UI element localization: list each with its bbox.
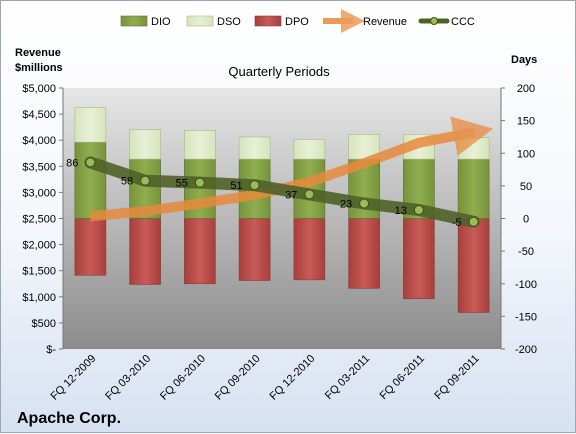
dso-bar — [457, 137, 490, 160]
ccc-point — [194, 177, 205, 188]
category-label: FQ 09-2010 — [213, 353, 263, 403]
dso-bar — [129, 129, 161, 160]
ccc-data-label: 86 — [66, 157, 78, 169]
left-tick-label: $1,500 — [22, 266, 56, 278]
category-label: FQ 09-2011 — [432, 353, 481, 402]
ccc-point — [304, 189, 315, 200]
dpo-bar — [184, 218, 216, 285]
right-tick-label: -50 — [518, 246, 534, 258]
left-axis-title-unit: $millions — [15, 62, 63, 74]
ccc-line — [84, 156, 480, 228]
ccc-data-label: 13 — [395, 205, 407, 217]
ccc-point — [359, 198, 370, 209]
dpo-bar — [403, 218, 435, 300]
right-tick-label: 100 — [517, 148, 535, 160]
left-tick-label: $4,500 — [22, 109, 56, 121]
legend-swatch-dpo — [254, 15, 282, 27]
legend-label-dio: DIO — [151, 16, 171, 28]
dpo-bar — [293, 218, 326, 281]
legend-swatch-ccc-dot — [430, 17, 438, 25]
ccc-data-label: 37 — [285, 189, 297, 201]
dio-bar — [457, 158, 490, 219]
left-tick-label: $2,000 — [22, 240, 56, 252]
company-name: Apache Corp. — [17, 410, 121, 427]
left-tick-label: $4,000 — [22, 135, 56, 147]
category-label: FQ 06-2011 — [378, 353, 427, 402]
dio-bar — [74, 141, 107, 219]
ccc-point — [140, 175, 151, 186]
chart-title: Quarterly Periods — [228, 64, 330, 79]
right-axis-title: Days — [511, 54, 537, 66]
legend-label-dpo: DPO — [285, 16, 309, 28]
category-label: FQ 03-2010 — [103, 353, 153, 403]
right-tick-label: -200 — [515, 344, 537, 356]
ccc-data-label: 51 — [230, 180, 242, 192]
dpo-bar — [348, 218, 380, 289]
left-tick-label: $2,500 — [22, 214, 56, 226]
dpo-bar — [457, 218, 490, 313]
ccc-point — [249, 180, 260, 191]
dpo-bar — [238, 218, 271, 281]
left-axis-title: Revenue — [15, 47, 61, 59]
right-tick-label: 50 — [520, 181, 532, 193]
legend-label-revenue: Revenue — [363, 16, 407, 28]
ccc-data-label: 58 — [121, 176, 133, 188]
right-tick-label: -100 — [515, 279, 537, 291]
category-label: FQ 03-2011 — [323, 353, 372, 402]
legend-label-dso: DSO — [217, 16, 241, 28]
left-tick-label: $5,000 — [22, 83, 56, 95]
category-label: FQ 12-2010 — [268, 353, 318, 403]
ccc-point — [413, 205, 424, 216]
dpo-bar — [74, 218, 107, 276]
dpo-bar — [129, 218, 161, 285]
legend-swatch-dso — [186, 15, 214, 27]
legend-label-ccc: CCC — [451, 16, 475, 28]
left-tick-label: $3,000 — [22, 187, 56, 199]
left-tick-label: $- — [46, 344, 56, 356]
dso-bar — [238, 136, 271, 160]
right-tick-label: -150 — [515, 311, 537, 323]
ccc-data-label: 23 — [340, 198, 352, 210]
ccc-point — [85, 157, 96, 168]
dso-bar — [74, 107, 107, 143]
left-tick-label: $1,000 — [22, 292, 56, 304]
left-tick-label: $3,500 — [22, 161, 56, 173]
dso-bar — [293, 139, 326, 160]
legend-swatch-dio — [120, 15, 148, 27]
left-tick-label: $500 — [32, 318, 56, 330]
right-tick-label: 0 — [523, 214, 529, 226]
category-label: FQ 06-2010 — [158, 353, 208, 403]
right-tick-label: 200 — [517, 83, 535, 95]
ccc-data-label: 55 — [176, 178, 188, 190]
right-tick-label: 150 — [517, 116, 535, 128]
dso-bar — [184, 130, 216, 160]
category-label: FQ 12-2009 — [49, 353, 99, 403]
ccc-data-label: -5 — [452, 217, 462, 229]
ccc-point — [468, 216, 479, 227]
